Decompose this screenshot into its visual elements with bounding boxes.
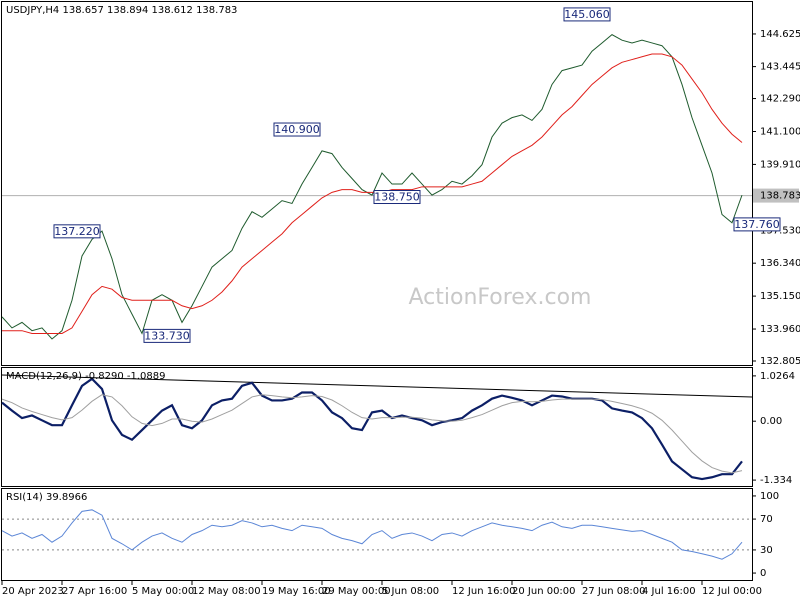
y-tick-label: 30 — [760, 545, 773, 556]
last-price-box — [753, 188, 799, 203]
y-tick-label: 70 — [760, 514, 773, 525]
price-title: USDJPY,H4 138.657 138.894 138.612 138.78… — [6, 5, 237, 16]
macd-trendline — [1, 374, 753, 398]
annotation-label: 137.220 — [54, 225, 100, 238]
x-tick-label: 29 May 00:00 — [322, 586, 391, 597]
x-tick-label: 12 May 08:00 — [192, 586, 261, 597]
annotation-label: 145.060 — [564, 8, 610, 21]
annotation-label: 138.750 — [374, 191, 420, 204]
y-tick-label: 144.625 — [760, 29, 800, 40]
x-tick-label: 27 Jun 08:00 — [582, 586, 646, 597]
annotation-box — [143, 328, 191, 343]
y-tick-label: -1.334 — [760, 475, 792, 486]
y-tick-label: 1.0264 — [760, 371, 795, 382]
x-tick-label: 19 May 16:00 — [262, 586, 331, 597]
y-tick-label: 133.960 — [760, 324, 800, 335]
x-tick-label: 27 Apr 16:00 — [62, 586, 127, 597]
x-tick-label: 4 Jul 16:00 — [642, 586, 696, 597]
annotation-box — [273, 122, 321, 137]
y-tick-label: 142.290 — [760, 94, 800, 105]
y-tick-label: 135.150 — [760, 291, 800, 302]
y-tick-label: 143.445 — [760, 62, 800, 73]
x-tick-label: 12 Jun 16:00 — [452, 586, 516, 597]
macd-title: MACD(12,26,9) -0.8290 -1.0889 — [6, 371, 166, 382]
annotation-label: 133.730 — [144, 329, 190, 342]
x-tick-label: 5 Jun 08:00 — [382, 586, 439, 597]
x-tick-label: 12 Jul 00:00 — [702, 586, 762, 597]
rsi-pane — [1, 488, 753, 581]
annotation-label: 137.760 — [734, 218, 780, 231]
annotation-box — [373, 190, 421, 205]
annotation-label: 140.900 — [274, 123, 320, 136]
y-tick-label: 141.100 — [760, 126, 800, 137]
x-tick-label: 20 Jun 00:00 — [512, 586, 576, 597]
annotation-box — [53, 224, 101, 239]
series-line — [1, 394, 743, 474]
y-tick-label: 139.910 — [760, 159, 800, 170]
series-line — [1, 34, 743, 340]
y-tick-label: 132.805 — [760, 356, 800, 367]
series-line — [1, 377, 743, 481]
macd-pane — [1, 367, 753, 487]
series-line — [1, 509, 743, 560]
last-price-label: 138.783 — [760, 191, 800, 202]
annotation-box — [733, 217, 781, 232]
x-tick-label: 5 May 00:00 — [132, 586, 194, 597]
y-tick-label: 136.340 — [760, 258, 800, 269]
y-tick-label: 100 — [760, 491, 779, 502]
rsi-title: RSI(14) 39.8966 — [6, 492, 87, 503]
y-tick-label: 0 — [760, 568, 766, 579]
y-tick-label: 0.00 — [760, 416, 782, 427]
x-tick-label: 20 Apr 2023 — [2, 586, 64, 597]
series-line — [2, 53, 743, 334]
watermark: ActionForex.com — [409, 285, 592, 310]
annotation-box — [563, 7, 611, 22]
